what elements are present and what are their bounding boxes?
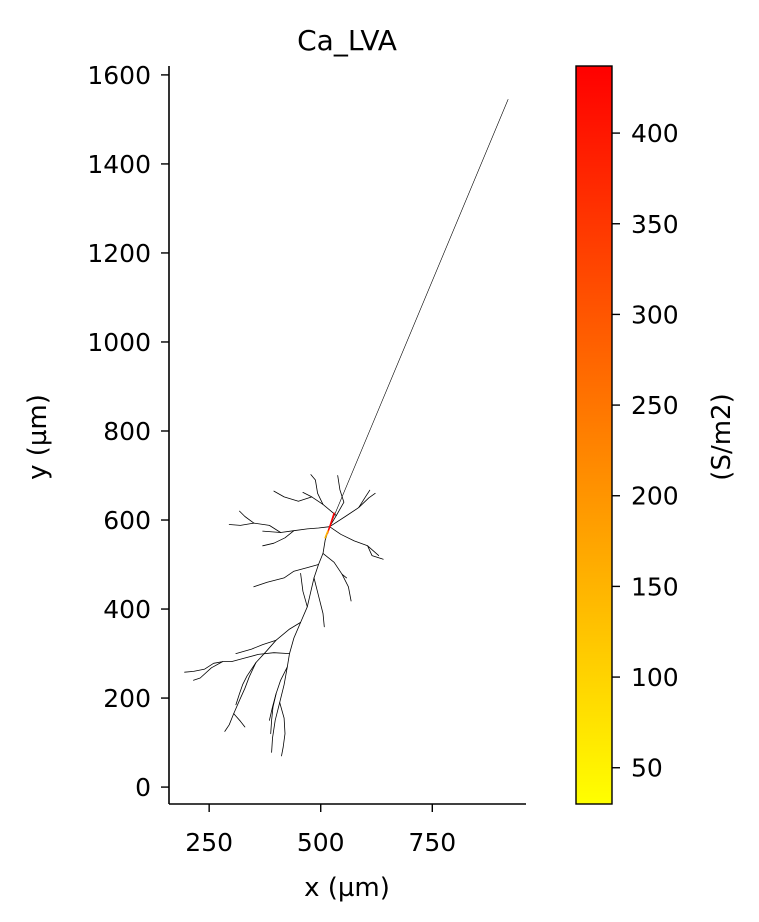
morphology-segment xyxy=(322,553,352,602)
y-tick-label: 0 xyxy=(135,773,151,802)
x-axis-label: x (µm) xyxy=(304,873,390,903)
y-tick-label: 600 xyxy=(103,506,151,535)
morphology-segment xyxy=(253,564,319,588)
morphology-segment xyxy=(273,490,313,502)
morphology-segment xyxy=(341,573,348,579)
morphology-segment xyxy=(233,713,246,728)
morphology-segment xyxy=(329,99,509,528)
morphology-segment xyxy=(300,573,308,608)
morphology-segment xyxy=(235,639,277,706)
morphology-segment xyxy=(262,526,331,533)
colorbar-tick-label: 200 xyxy=(631,482,679,511)
morphology-segment xyxy=(329,475,345,528)
colored-segment xyxy=(326,512,335,535)
colorbar-tick-label: 350 xyxy=(631,210,679,239)
x-axis-ticks: 250 500 750 xyxy=(185,804,456,857)
x-tick-label: 500 xyxy=(297,828,345,857)
y-tick-label: 1400 xyxy=(87,150,151,179)
y-axis-label: y (µm) xyxy=(23,394,53,480)
y-tick-label: 200 xyxy=(103,684,151,713)
morphology-segment xyxy=(329,526,380,556)
colorbar-tick-label: 150 xyxy=(631,572,679,601)
morphology-segment xyxy=(262,530,295,547)
plot-area xyxy=(184,99,509,757)
colorbar-tick-label: 400 xyxy=(631,119,679,148)
morphology-segment xyxy=(268,693,277,721)
colored-segment xyxy=(324,530,329,539)
morphology-segment xyxy=(313,577,325,628)
y-tick-label: 1200 xyxy=(87,239,151,268)
y-tick-label: 1000 xyxy=(87,328,151,357)
chart-title: Ca_LVA xyxy=(297,24,397,57)
colorbar-tick-label: 50 xyxy=(631,754,663,783)
colorbar-label: (S/m2) xyxy=(707,393,737,480)
morphology-segment xyxy=(279,702,286,757)
morphology-segment xyxy=(358,489,371,509)
colorbar-tick-label: 300 xyxy=(631,300,679,329)
colorbar xyxy=(575,65,613,805)
colorbar-ticks: 50 100 150 200 250 300 350 400 xyxy=(612,119,679,783)
morphology-segment xyxy=(310,474,324,505)
colorbar-tick-label: 100 xyxy=(631,663,679,692)
y-tick-label: 1600 xyxy=(87,61,151,90)
morphology-segment xyxy=(271,577,315,753)
morphology-segment xyxy=(302,491,337,516)
morphology-segment xyxy=(367,545,384,560)
x-tick-label: 250 xyxy=(185,828,233,857)
y-axis-ticks: 0 200 400 600 800 1000 1200 1400 1600 xyxy=(87,61,169,802)
colorbar-tick-label: 250 xyxy=(631,391,679,420)
morphology-segment xyxy=(235,622,302,654)
morphology-segment xyxy=(224,662,257,732)
morphology-segment xyxy=(228,522,282,533)
morphology-segment xyxy=(239,510,255,524)
morphology-segment xyxy=(184,652,290,673)
y-tick-label: 400 xyxy=(103,595,151,624)
x-tick-label: 750 xyxy=(408,828,456,857)
morphology-segment xyxy=(193,661,224,681)
y-tick-label: 800 xyxy=(103,417,151,446)
